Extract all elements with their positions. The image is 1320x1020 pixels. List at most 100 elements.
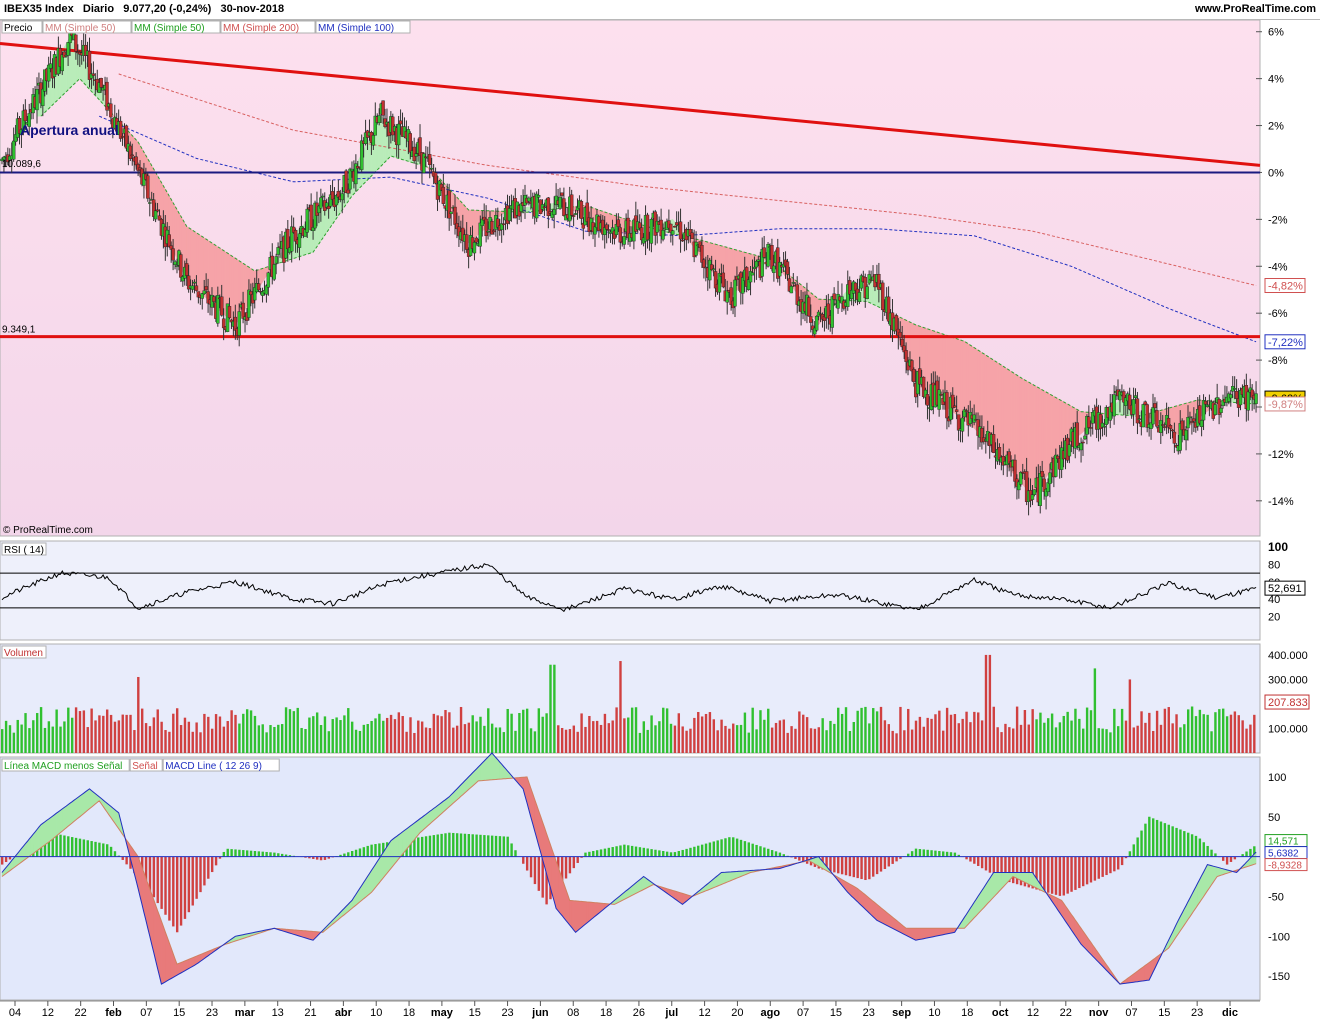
volume-bar — [1253, 714, 1256, 753]
x-tick-label: 21 — [304, 1007, 316, 1019]
volume-tick-label: 400.000 — [1268, 650, 1308, 662]
volume-bar — [973, 711, 976, 753]
macd-histogram-bar — [891, 856, 894, 864]
volume-bar — [487, 708, 490, 753]
candle-body — [221, 318, 226, 329]
volume-bar — [1202, 714, 1205, 753]
macd-fill-slice — [643, 876, 646, 890]
macd-fill-slice — [421, 815, 425, 832]
macd-histogram-bar — [1148, 816, 1151, 857]
x-tick-label: 10 — [928, 1007, 940, 1019]
rsi-badge-text: 52,691 — [1268, 583, 1302, 595]
volume-bar — [82, 710, 86, 753]
macd-fill-slice — [569, 900, 572, 929]
volume-bar — [347, 708, 350, 753]
candle-body — [972, 414, 976, 423]
macd-fill-slice — [410, 824, 413, 846]
macd-fill-slice — [184, 959, 187, 972]
candle-body — [1079, 442, 1083, 451]
macd-histogram-bar — [977, 856, 980, 866]
macd-fill-slice — [586, 901, 590, 924]
macd-histogram-bar — [1113, 856, 1116, 872]
rsi-tick-label: 20 — [1268, 612, 1280, 624]
volume-bar — [568, 729, 572, 753]
volume-bar — [140, 708, 144, 753]
candle-body — [669, 223, 673, 233]
x-tick-label: nov — [1089, 1007, 1109, 1019]
candle-body — [408, 133, 412, 153]
x-tick-label: 12 — [1027, 1007, 1039, 1019]
macd-fill-slice — [985, 880, 988, 907]
macd-histogram-bar — [1035, 856, 1038, 890]
macd-histogram-bar — [1159, 821, 1163, 857]
candle-body — [429, 168, 434, 170]
candle-body — [216, 295, 220, 324]
volume-bar — [350, 721, 354, 753]
macd-histogram-bar — [1023, 856, 1027, 887]
macd-fill-slice — [577, 900, 580, 932]
x-tick-label: 08 — [567, 1007, 579, 1019]
macd-fill-slice — [725, 871, 728, 884]
candle-body — [655, 220, 659, 233]
macd-histogram-bar — [560, 856, 564, 884]
macd-histogram-bar — [1253, 846, 1256, 857]
volume-bar — [595, 720, 599, 753]
ma50-fill-slice — [1043, 390, 1047, 481]
macd-histogram-bar — [1000, 856, 1003, 880]
macd-fill-slice — [581, 901, 584, 929]
macd-histogram-bar — [257, 851, 261, 857]
volume-bar — [646, 729, 649, 753]
macd-fill-slice — [404, 828, 407, 853]
volume-bar — [988, 654, 992, 753]
macd-histogram-bar — [615, 846, 618, 857]
candle-body — [200, 293, 204, 299]
macd-histogram-bar — [1117, 856, 1120, 870]
candle-body — [573, 213, 578, 215]
volume-bar — [471, 715, 474, 753]
macd-histogram-bar — [207, 856, 210, 879]
volume-bar — [148, 726, 152, 753]
candle-body — [60, 54, 64, 72]
macd-histogram-bar — [417, 837, 420, 857]
volume-bar — [1187, 709, 1190, 753]
candle-body — [606, 229, 611, 231]
candle-body — [997, 447, 1002, 460]
macd-fill-slice — [73, 798, 77, 823]
candle-body — [153, 210, 158, 220]
candle-body — [354, 163, 358, 185]
macd-histogram-bar — [168, 856, 171, 921]
volume-bar — [1128, 679, 1132, 753]
macd-fill-slice — [909, 928, 913, 939]
macd-histogram-bar — [455, 833, 459, 857]
volume-bar — [343, 715, 346, 753]
volume-bar — [700, 716, 704, 753]
volume-bar — [1148, 712, 1151, 753]
macd-fill-slice — [165, 931, 168, 983]
candle-body — [865, 286, 869, 299]
annual-open-annotation: Apertura anual — [20, 122, 119, 138]
volume-bar — [1008, 727, 1011, 753]
volume-bar — [55, 709, 58, 753]
candle-body — [1112, 394, 1116, 417]
macd-fill-slice — [481, 760, 485, 781]
volume-bar — [168, 731, 171, 753]
macd-histogram-bar — [1222, 856, 1225, 861]
macd-fill-slice — [557, 866, 561, 914]
volume-bar — [529, 728, 533, 753]
macd-histogram-bar — [1194, 835, 1198, 857]
macd-fill-slice — [485, 756, 489, 781]
macd-fill-slice — [931, 928, 934, 938]
macd-histogram-bar — [498, 836, 502, 857]
volume-bar — [1117, 726, 1120, 753]
macd-histogram-bar — [879, 856, 883, 872]
site-link[interactable]: www.ProRealTime.com — [1194, 3, 1316, 15]
macd-fill-slice — [944, 928, 948, 935]
macd-histogram-bar — [708, 842, 712, 857]
macd-legend-item: Señal — [132, 761, 158, 772]
macd-histogram-bar — [370, 844, 373, 857]
volume-bar — [942, 730, 945, 753]
macd-fill-slice — [489, 752, 493, 781]
macd-histogram-bar — [199, 856, 202, 893]
macd-fill-slice — [157, 910, 160, 977]
macd-fill-slice — [1024, 872, 1027, 884]
